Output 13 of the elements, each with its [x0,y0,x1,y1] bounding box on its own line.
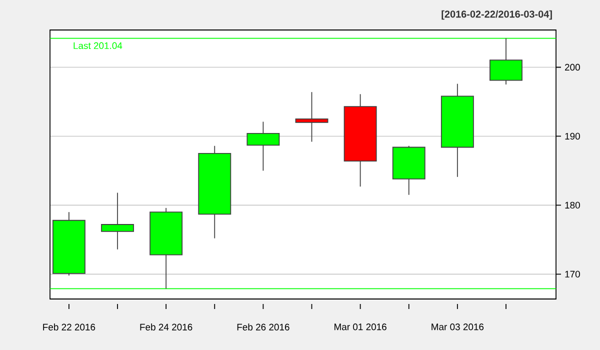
candlestick [295,92,328,142]
y-tick-label: 170 [565,270,580,278]
y-tick-label: 190 [565,132,580,140]
y-tick-label: 200 [565,64,580,71]
x-tick-label: Mar 01 2016 [334,324,386,330]
y-tick-label: 180 [565,202,580,209]
annotation: Last 201.04 [74,42,122,50]
chart-subtitle: [2016-02-22/2016-03-04] [442,10,552,20]
candlestick [101,192,134,250]
x-tick-label: Feb 24 2016 [140,324,192,330]
x-tick-label: Feb 26 2016 [237,324,290,330]
x-tick-label: Mar 03 2016 [432,324,484,330]
x-tick-label: Feb 22 2016 [43,324,96,330]
